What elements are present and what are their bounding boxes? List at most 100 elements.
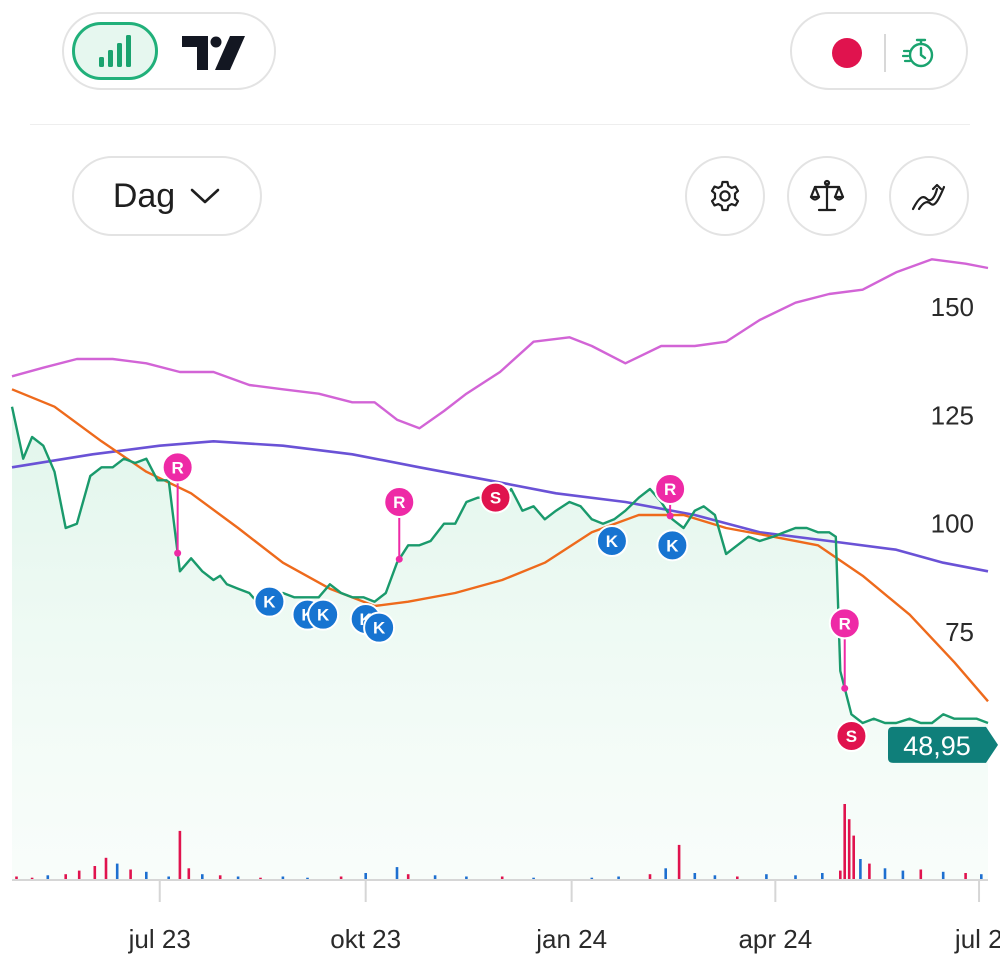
live-dot[interactable]: [832, 38, 862, 68]
marker-label: K: [263, 593, 276, 612]
header-divider: [30, 124, 970, 125]
volume-bar: [883, 868, 887, 880]
marker-label: R: [172, 458, 184, 477]
volume-bar: [847, 819, 851, 880]
marker-circle: [835, 720, 868, 752]
trade-marker-k[interactable]: K: [253, 585, 286, 618]
volume-bar: [980, 874, 983, 880]
marker-circle: [307, 598, 340, 631]
x-tick-label: jan 24: [535, 924, 607, 954]
trade-markers: RKKKKKRSKRKRS: [161, 451, 868, 752]
x-tick-label: apr 24: [738, 924, 812, 954]
volume-bar: [77, 870, 81, 880]
trade-marker-k[interactable]: K: [307, 598, 340, 631]
trade-marker-r[interactable]: R: [828, 607, 861, 692]
marker-circle: [654, 473, 687, 505]
marker-circle: [479, 481, 512, 514]
volume-bar: [93, 866, 97, 880]
marker-anchor-dot: [174, 549, 182, 557]
series-line-ma-short: [11, 388, 989, 703]
trade-marker-s[interactable]: S: [835, 720, 868, 752]
trade-marker-k[interactable]: K: [363, 611, 396, 644]
volume-bar: [794, 875, 797, 880]
marker-circle: [161, 451, 194, 484]
divider: [884, 34, 886, 72]
trade-marker-s[interactable]: S: [479, 481, 512, 514]
balance-scale-icon: [809, 179, 845, 212]
marker-label: R: [839, 614, 851, 633]
indicators-button[interactable]: [889, 156, 969, 236]
settings-gear-icon: [710, 180, 740, 212]
period-label: Dag: [112, 176, 176, 215]
marker-label: K: [666, 536, 679, 555]
volume-bar: [145, 871, 148, 880]
volume-bar: [736, 876, 739, 880]
marker-circle: [656, 529, 689, 562]
volume-bar: [46, 875, 50, 880]
volume-bar: [852, 835, 855, 880]
volume-bar: [465, 876, 468, 880]
volume-bar: [30, 877, 34, 880]
volume-bars: [15, 804, 983, 880]
volume-bar: [187, 868, 191, 880]
volume-bar: [406, 874, 410, 880]
indicator-lines-icon: [911, 183, 946, 211]
volume-bar: [104, 857, 108, 880]
volume-bar: [201, 874, 204, 880]
trade-marker-r[interactable]: R: [383, 486, 416, 563]
marker-anchor-dot: [666, 512, 674, 520]
marker-label: S: [846, 727, 857, 746]
volume-bar: [901, 870, 905, 880]
volume-bar: [178, 830, 182, 880]
volume-bar: [532, 877, 535, 880]
volume-bar: [500, 876, 504, 880]
marker-anchor-dot: [395, 555, 403, 563]
trade-marker-k[interactable]: K: [656, 529, 689, 562]
tradingview-logo[interactable]: [182, 36, 246, 70]
stopwatch-icon[interactable]: [902, 36, 936, 70]
volume-bar: [115, 863, 119, 880]
volume-bar: [859, 859, 862, 880]
x-tick-label: okt 23: [330, 924, 401, 954]
period-selector[interactable]: Dag: [72, 156, 262, 236]
volume-bar: [843, 804, 846, 880]
volume-bar: [306, 877, 309, 880]
compare-button[interactable]: [787, 156, 867, 236]
series-line-ma-long: [11, 439, 989, 573]
volume-bar: [64, 874, 67, 880]
marker-circle: [253, 585, 286, 618]
x-axis-ticks: jul 23 okt 23 jan 24 apr 24 jul 24: [128, 880, 1000, 954]
settings-button[interactable]: [685, 156, 765, 236]
marker-anchor-dot: [841, 684, 849, 692]
volume-bar: [259, 877, 262, 880]
bar-chart-toggle[interactable]: [72, 22, 158, 80]
y-axis-ticks: 1501251007550: [931, 292, 974, 755]
volume-bar: [617, 876, 620, 880]
volume-bar: [281, 876, 285, 880]
y-tick-label: 125: [931, 400, 974, 430]
trade-marker-r[interactable]: R: [161, 451, 194, 557]
marker-label: K: [606, 532, 619, 551]
bar-chart-icon: [99, 35, 131, 67]
volume-bar: [236, 876, 240, 880]
volume-bar: [821, 873, 824, 880]
marker-label: R: [393, 493, 405, 512]
marker-circle: [595, 525, 628, 557]
volume-bar: [364, 873, 367, 880]
last-price-tag-shape: [888, 726, 998, 763]
volume-bar: [693, 873, 697, 880]
volume-bar: [941, 871, 945, 880]
volume-bar: [713, 875, 717, 880]
marker-circle: [383, 486, 416, 518]
volume-bar: [339, 876, 343, 880]
x-tick-label: jul 23: [128, 924, 191, 954]
trade-marker-r[interactable]: R: [654, 473, 687, 520]
last-price-value: 48,95: [903, 731, 971, 761]
marker-label: R: [664, 480, 676, 499]
volume-bar: [839, 870, 842, 880]
x-tick-label: jul 24: [954, 924, 1000, 954]
trade-marker-k[interactable]: K: [595, 525, 628, 557]
series-line-comparison: [11, 258, 989, 430]
volume-bar: [919, 869, 923, 880]
